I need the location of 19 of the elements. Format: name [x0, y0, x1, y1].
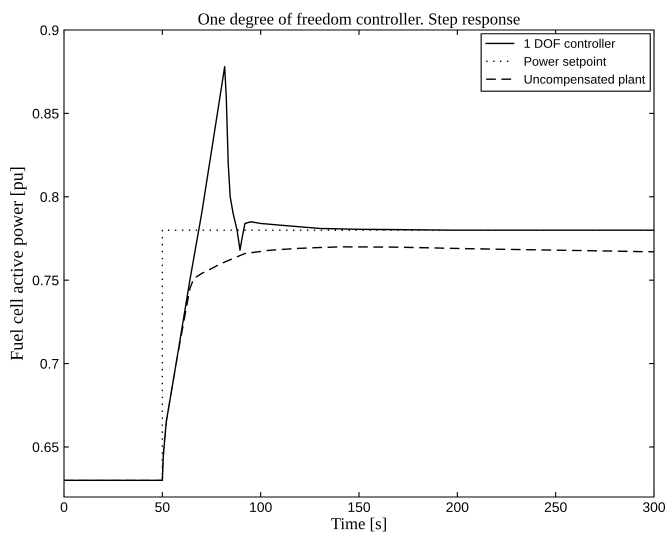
x-tick-label: 0	[60, 502, 68, 512]
legend-label: Uncompensated plant	[524, 74, 646, 86]
x-axis-title: Time [s]	[331, 518, 386, 532]
y-tick-label: 0.8	[40, 192, 59, 202]
x-tick-label: 50	[155, 502, 170, 512]
legend-label: 1 DOF controller	[524, 38, 616, 48]
y-tick-label: 0.65	[32, 442, 59, 452]
y-tick-label: 0.85	[32, 108, 59, 119]
x-tick-label: 150	[348, 502, 370, 512]
x-tick-label: 100	[250, 502, 272, 512]
chart-title: One degree of freedom controller. Step response	[198, 12, 520, 28]
x-tick-label: 250	[544, 502, 567, 512]
y-tick-label: 0.75	[32, 276, 59, 286]
y-axis-title: Fuel cell active power [pu]	[10, 168, 27, 360]
y-tick-label: 0.9	[40, 25, 58, 36]
x-tick-label: 200	[446, 502, 468, 512]
legend-label: Power setpoint	[524, 56, 606, 68]
y-tick-label: 0.7	[40, 358, 58, 369]
x-tick-label: 300	[642, 502, 666, 512]
